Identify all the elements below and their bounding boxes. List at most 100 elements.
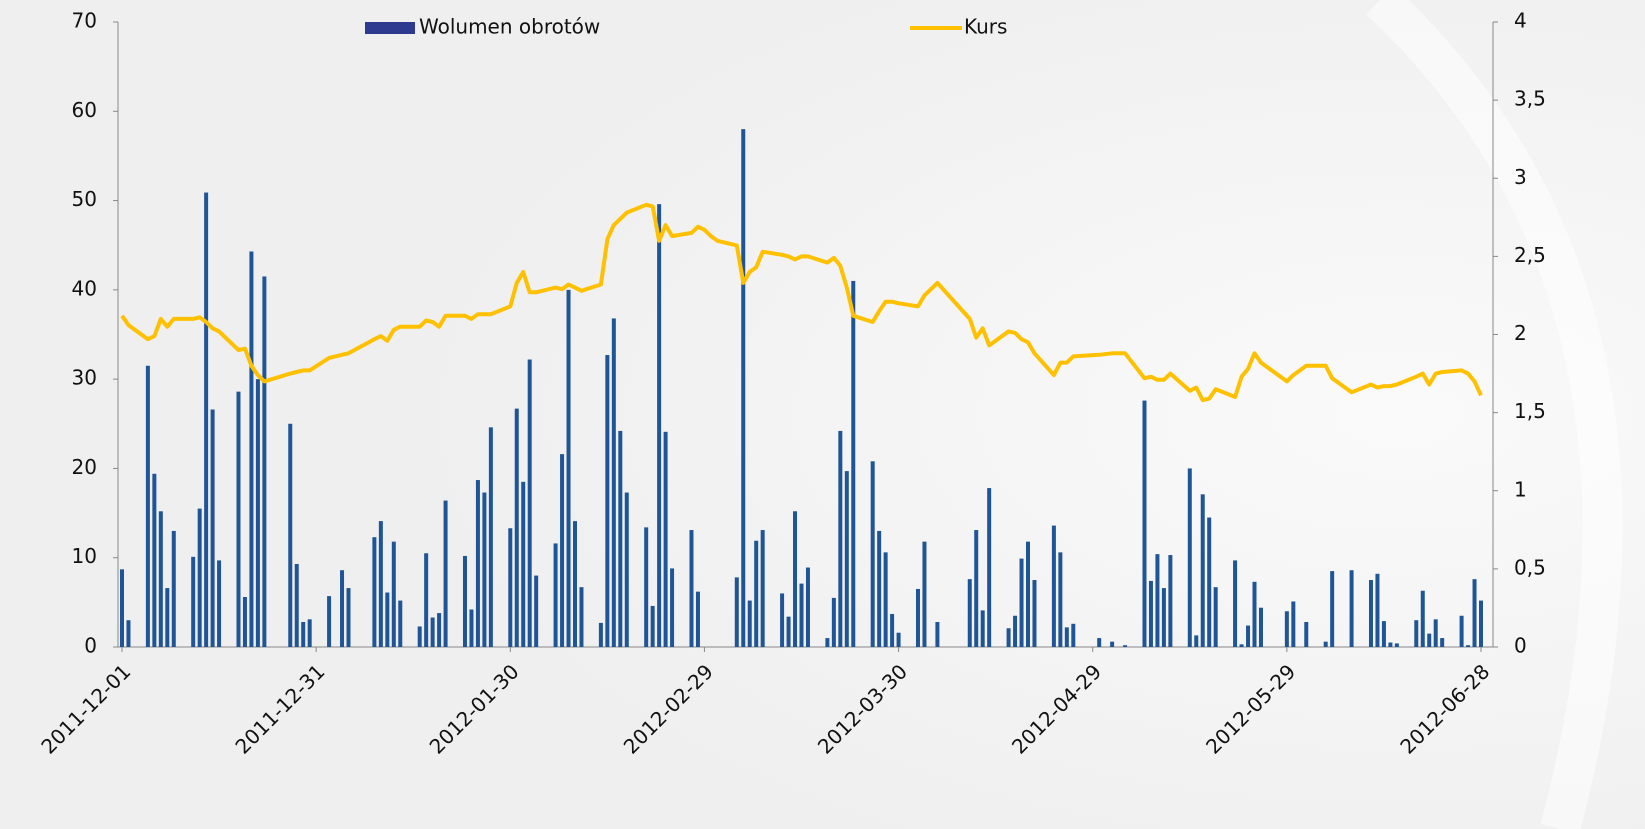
- bar: [527, 359, 532, 647]
- bar: [605, 355, 610, 647]
- bar: [1420, 590, 1425, 647]
- bar: [1433, 619, 1438, 647]
- bar: [1284, 611, 1289, 647]
- legend-swatch: [365, 22, 415, 34]
- bar: [1239, 644, 1244, 647]
- bar: [844, 471, 849, 647]
- bar: [663, 431, 668, 647]
- line: [120, 202, 1483, 403]
- bar: [1200, 494, 1205, 647]
- bar: [935, 622, 940, 647]
- bar: [598, 622, 603, 647]
- y2-tick-label: 3,5: [1514, 87, 1546, 111]
- bar: [307, 619, 312, 647]
- bar: [650, 605, 655, 647]
- bar: [288, 423, 293, 647]
- bar: [488, 427, 493, 647]
- bar: [974, 530, 979, 647]
- bar: [1304, 622, 1309, 647]
- bar: [1246, 625, 1251, 647]
- bar: [805, 567, 810, 647]
- bar: [385, 592, 390, 647]
- bar: [1323, 641, 1328, 647]
- bar: [443, 500, 448, 647]
- bar: [883, 552, 888, 647]
- bar: [1368, 580, 1373, 647]
- bar: [1013, 615, 1018, 647]
- bar: [262, 276, 267, 647]
- bar: [1440, 638, 1445, 647]
- bar: [1019, 558, 1024, 647]
- bar: [560, 454, 565, 647]
- y-tick-label: 50: [72, 187, 97, 211]
- decor: [1366, 0, 1623, 829]
- bar: [896, 632, 901, 647]
- bar: [1388, 642, 1393, 647]
- bar: [754, 540, 759, 647]
- bar: [987, 488, 992, 647]
- bar: [346, 588, 351, 647]
- bar: [1375, 573, 1380, 647]
- bar: [890, 613, 895, 647]
- y2-tick-label: 1,5: [1514, 399, 1546, 423]
- bar: [236, 391, 241, 647]
- bar: [152, 473, 157, 647]
- y2-tick-label: 1: [1514, 477, 1527, 501]
- bar: [242, 597, 247, 647]
- bar: [521, 481, 526, 647]
- bar: [611, 318, 616, 647]
- bar: [1097, 638, 1102, 647]
- bar: [424, 553, 429, 647]
- bar: [165, 588, 170, 647]
- bar: [1349, 570, 1354, 647]
- bar: [120, 569, 124, 647]
- bar: [294, 563, 299, 647]
- bar: [437, 613, 442, 647]
- bar: [579, 587, 584, 647]
- bar: [171, 530, 176, 647]
- bar: [126, 620, 131, 647]
- bar: [482, 492, 487, 647]
- y-tick-label: 30: [72, 366, 97, 390]
- y2-tick-label: 2: [1514, 321, 1527, 345]
- bar: [760, 530, 765, 647]
- bar: [1161, 588, 1166, 647]
- bar: [1032, 580, 1037, 647]
- bar: [670, 568, 675, 647]
- bar: [469, 609, 474, 647]
- bar: [1168, 555, 1173, 647]
- bar: [644, 527, 649, 647]
- bar: [1479, 600, 1483, 647]
- bar: [1123, 645, 1128, 647]
- bar: [417, 626, 422, 647]
- bar: [1148, 580, 1153, 647]
- bar: [217, 560, 222, 647]
- bar: [508, 528, 513, 647]
- bar: [1427, 633, 1432, 647]
- bar: [462, 555, 467, 647]
- bar: [1194, 635, 1199, 647]
- bar: [1207, 517, 1212, 647]
- bar: [1006, 628, 1011, 647]
- bar: [1252, 581, 1257, 647]
- bar: [980, 610, 985, 647]
- bar: [573, 521, 577, 647]
- bar: [695, 591, 700, 647]
- bar: [249, 251, 254, 647]
- bar: [1110, 641, 1115, 647]
- y2-tick-label: 4: [1514, 9, 1527, 33]
- bar: [1330, 571, 1335, 647]
- bar: [747, 600, 752, 647]
- bar: [780, 593, 785, 647]
- bar: [825, 638, 830, 647]
- bar: [378, 521, 383, 647]
- bar: [741, 129, 746, 648]
- bar: [398, 600, 403, 647]
- bar: [1064, 627, 1069, 647]
- bar: [1291, 601, 1296, 647]
- bar: [301, 622, 306, 647]
- bar: [877, 530, 882, 647]
- bar: [657, 204, 662, 647]
